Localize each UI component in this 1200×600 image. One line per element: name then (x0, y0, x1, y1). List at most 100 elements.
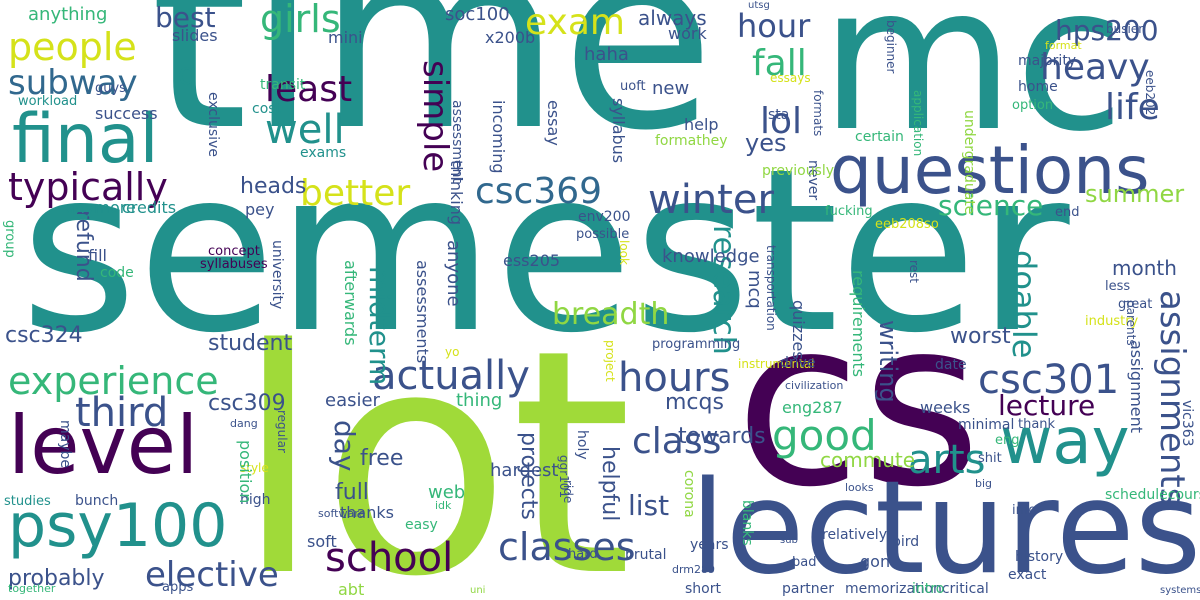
word: least (265, 69, 353, 110)
word: project (603, 340, 617, 382)
word: level (8, 399, 199, 492)
word: exam (525, 2, 625, 43)
word: software (318, 507, 366, 520)
word: csc369 (475, 171, 603, 212)
word: assessment (449, 100, 465, 183)
word: pey (245, 200, 275, 219)
word: semester (20, 121, 1070, 383)
word: formathey (655, 133, 728, 149)
word: env200 (578, 209, 631, 225)
word: subway (8, 63, 138, 103)
word: memorizationcritical (845, 581, 989, 597)
word: schedulecourses (1105, 487, 1200, 503)
word: eeb202 (1143, 70, 1157, 116)
word: mcq (744, 270, 765, 309)
word: transit (260, 77, 306, 93)
word: well (265, 107, 345, 153)
word: hour (737, 7, 811, 45)
word: typically (8, 165, 168, 209)
word: quizzes (789, 300, 808, 360)
word: probably (8, 566, 105, 591)
word: thing (456, 390, 503, 411)
word: worst (950, 324, 1011, 349)
word: experience (8, 359, 219, 403)
word: concept (208, 244, 260, 259)
word: home (1018, 79, 1058, 95)
word: thinking (447, 160, 466, 226)
word: arts (908, 437, 986, 483)
word: sta (768, 107, 790, 123)
word: always (638, 6, 707, 30)
word: cs (735, 271, 982, 538)
word: hard (568, 547, 598, 562)
word: hours (618, 355, 731, 401)
word: hps200 (1055, 14, 1159, 47)
word: parents (1124, 300, 1138, 346)
word: bad (792, 555, 817, 570)
word: fall (752, 43, 807, 84)
word: uoft (620, 79, 646, 94)
word: free (360, 446, 404, 471)
word: maybe (57, 420, 73, 469)
word: towards (678, 424, 766, 449)
word: idk (435, 499, 452, 512)
word: history (1015, 549, 1064, 565)
word: transportation (764, 245, 778, 331)
word: exact (1008, 567, 1047, 583)
word: vic363 (1179, 400, 1195, 447)
word: final (12, 100, 159, 179)
word: minimal (958, 417, 1015, 433)
word: brutal (625, 547, 667, 563)
word: sub (780, 535, 798, 546)
word: girls (260, 0, 341, 41)
word: life (1105, 87, 1160, 128)
word: style (240, 461, 269, 475)
word: lecture (998, 389, 1096, 422)
word: busier (1106, 22, 1144, 36)
word: position (236, 440, 255, 504)
word: helpful (597, 446, 622, 522)
word: simple (415, 60, 455, 173)
word: assignment (1127, 340, 1146, 434)
word: actually (372, 353, 530, 399)
word: school (325, 535, 454, 581)
word: fill (88, 246, 107, 265)
word: syllabuses (200, 257, 268, 272)
word: projects (516, 432, 541, 520)
word: bunch (75, 493, 119, 509)
word: group (2, 220, 17, 258)
word: never (805, 160, 821, 201)
word: better (300, 173, 411, 214)
word: syllabus (609, 98, 628, 164)
word: workload (18, 94, 78, 109)
word: easy (405, 517, 438, 533)
word: winter (648, 177, 774, 223)
word: science (938, 189, 1044, 222)
word: drive (780, 355, 816, 371)
word: drm289 (672, 563, 716, 576)
word: psy100 (8, 491, 228, 561)
word: eng287 (782, 398, 843, 417)
word: csc309 (208, 391, 286, 416)
word: eng (995, 433, 1020, 448)
word: yes (745, 129, 787, 157)
word: month (1112, 256, 1177, 280)
word: midterm (363, 266, 396, 386)
word: end (1055, 205, 1080, 220)
word: summer (1085, 180, 1185, 208)
word: help (684, 115, 719, 134)
word: assignments (1152, 290, 1192, 506)
word: industry (1085, 314, 1139, 329)
word: people (8, 25, 137, 69)
word: high (240, 492, 271, 508)
word: partner (782, 581, 834, 597)
word: majority (1018, 53, 1077, 69)
word: weeks (920, 398, 971, 417)
word: thanks (340, 503, 394, 522)
word: breadth (552, 297, 670, 332)
word: application (911, 90, 925, 157)
word: date (935, 357, 967, 373)
word: holy (574, 430, 590, 460)
word: shit (978, 451, 1002, 466)
